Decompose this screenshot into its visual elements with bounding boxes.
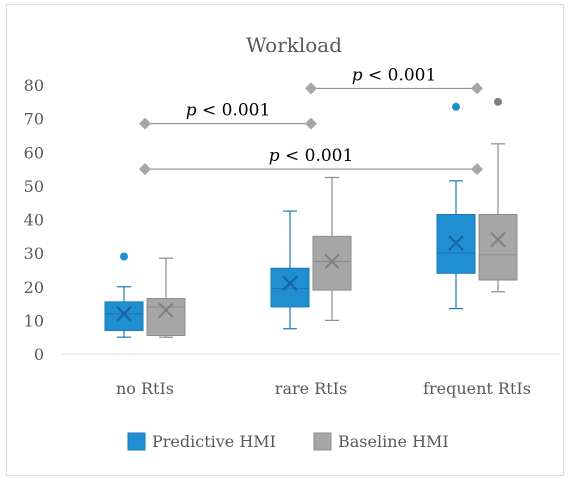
- mean-marker: [448, 235, 464, 251]
- significance-marker: [471, 163, 483, 176]
- box-iqr: [104, 301, 144, 331]
- outlier-point: [452, 102, 460, 111]
- box-iqr: [436, 213, 476, 274]
- outlier-point: [120, 252, 128, 261]
- legend-swatch: [313, 432, 332, 451]
- y-tick-label: 50: [24, 177, 44, 196]
- mean-marker: [490, 231, 506, 248]
- y-tick-label: 20: [24, 278, 44, 297]
- box-iqr: [146, 298, 186, 337]
- legend-swatch: [127, 432, 146, 451]
- significance-annotations: p < 0.001 p < 0.001 p < 0.001: [139, 65, 483, 176]
- box-iqr: [270, 267, 310, 308]
- legend: Predictive HMI Baseline HMI: [127, 432, 449, 451]
- y-tick-label: 0: [34, 345, 44, 364]
- box-iqr: [478, 213, 518, 281]
- significance-marker: [305, 82, 317, 95]
- x-axis: no RtIs rare RtIs frequent RtIs: [62, 353, 560, 398]
- y-tick-label: 40: [24, 211, 44, 230]
- p-value-label: p < 0.001: [186, 101, 271, 121]
- mean-marker: [116, 305, 132, 322]
- significance-marker: [471, 82, 483, 95]
- box-iqr: [312, 235, 352, 291]
- legend-label: Predictive HMI: [152, 432, 276, 451]
- mean-marker: [158, 302, 174, 318]
- mean-marker: [324, 253, 340, 270]
- y-axis: 0 10 20 30 40 50 60 70 80: [24, 76, 44, 364]
- p-value-label: p < 0.001: [352, 65, 437, 85]
- y-tick-label: 10: [24, 311, 44, 330]
- chart-title: Workload: [246, 33, 342, 57]
- y-tick-label: 70: [24, 110, 44, 129]
- outlier-point: [494, 97, 502, 106]
- x-tick-label: rare RtIs: [275, 379, 347, 398]
- y-tick-label: 60: [24, 143, 44, 162]
- y-tick-label: 80: [24, 76, 44, 95]
- box-plots: [104, 97, 518, 338]
- y-tick-label: 30: [24, 244, 44, 263]
- x-tick-label: frequent RtIs: [423, 379, 531, 398]
- legend-label: Baseline HMI: [338, 432, 449, 451]
- significance-marker: [305, 117, 317, 130]
- mean-marker: [282, 275, 298, 292]
- significance-marker: [139, 117, 151, 130]
- p-value-label: p < 0.001: [269, 146, 354, 166]
- significance-marker: [139, 163, 151, 176]
- x-tick-label: no RtIs: [116, 379, 174, 398]
